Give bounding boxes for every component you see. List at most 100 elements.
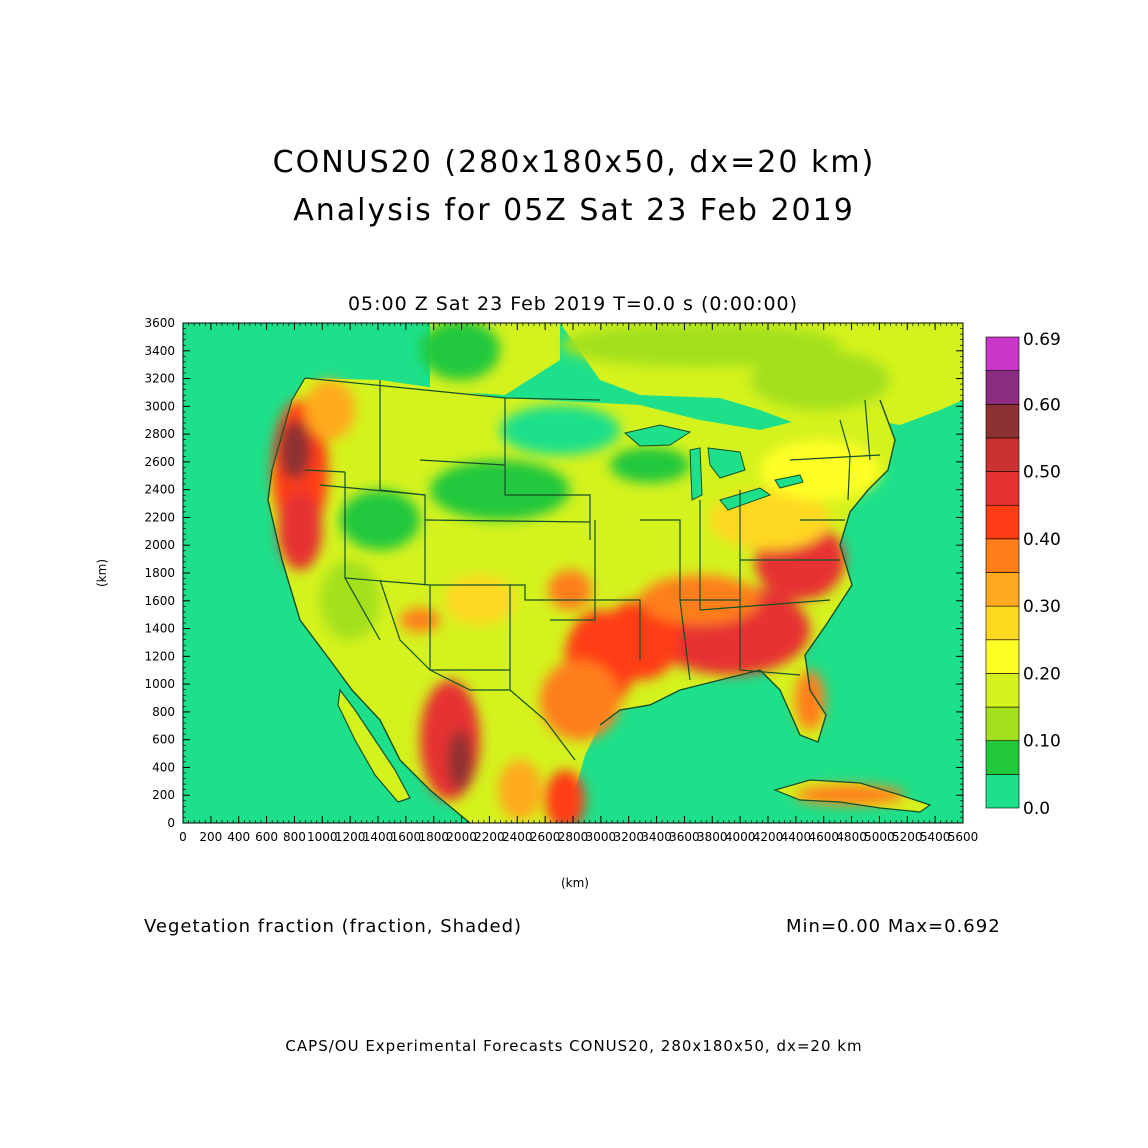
y-tick-label: 1600 [144,594,175,608]
x-tick-label: 1800 [418,830,449,844]
border-line [271,377,306,471]
y-tick-label: 3400 [144,344,175,358]
x-tick-label: 2600 [530,830,561,844]
y-tick-label: 1000 [144,677,175,691]
vegetation-contour [750,350,890,410]
x-tick-label: 1200 [335,830,366,844]
vegetation-contour [420,323,500,380]
vegetation-contour [548,570,592,610]
colorbar-swatch [985,639,1020,674]
y-tick-label: 400 [152,760,175,774]
border-line [379,579,431,671]
colorbar-swatch [985,706,1020,742]
colorbar-swatch [985,538,1020,573]
border-line [319,484,426,496]
border-line [864,399,871,461]
colorbar-label: 0.10 [1023,732,1061,752]
x-tick-label: 1000 [307,830,338,844]
plot-subtitle: 05:00 Z Sat 23 Feb 2019 T=0.0 s (0:00:00… [347,293,799,315]
great-lakes [623,424,804,511]
vegetation-contour [279,420,311,480]
vegetation-contour [545,770,585,823]
x-tick-label: 800 [283,830,306,844]
colorbar-swatch [985,504,1020,540]
min-max-caption: Min=0.00 Max=0.692 [786,916,1001,937]
x-tick-label: 400 [227,830,250,844]
border-line [640,519,740,601]
lake [623,424,692,447]
border-line [504,398,591,540]
colorbar-swatch [985,740,1020,775]
y-tick-label: 2600 [144,455,175,469]
x-tick-label: 4400 [781,830,812,844]
vegetation-contour [795,785,905,805]
field-caption: Vegetation fraction (fraction, Shaded) [144,916,523,937]
y-tick-label: 800 [152,705,175,719]
y-tick-label: 1200 [144,649,175,663]
vegetation-contour [305,380,355,440]
colorbar-label: 0.69 [1023,330,1061,350]
political-borders [271,377,881,761]
y-tick-label: 3200 [144,372,175,386]
border-line [699,599,831,611]
lake [689,447,703,501]
vegetation-contour [610,447,690,483]
border-line [344,472,595,601]
vegetation-contour [400,608,440,632]
lake [774,474,804,489]
y-tick-label: 1400 [144,622,175,636]
colorbar-swatch [985,403,1020,439]
y-axis-label: (km) [95,559,109,587]
chart-title-time: Analysis for 05Z Sat 23 Feb 2019 [293,193,855,228]
x-tick-label: 5000 [864,830,895,844]
colorbar-swatch [985,605,1020,641]
x-tick-label: 2800 [558,830,589,844]
x-tick-label: 4600 [808,830,839,844]
x-tick-label: 1400 [363,830,394,844]
x-tick-label: 0 [179,830,187,844]
coastline [267,399,896,823]
vegetation-contour [320,560,380,640]
border-line [679,599,691,681]
x-tick-label: 2200 [474,830,505,844]
x-tick-label: 4000 [725,830,756,844]
colorbar-swatch [985,437,1020,472]
colorbar-label: 0.50 [1023,463,1061,483]
border-line [419,459,506,466]
border-line [839,419,851,501]
colorbar-label: 0.40 [1023,530,1061,550]
border-line [424,519,591,523]
footer-credit: CAPS/OU Experimental Forecasts CONUS20, … [285,1037,863,1055]
y-tick-label: 3000 [144,399,175,413]
x-tick-label: 3400 [641,830,672,844]
x-tick-label: 4200 [753,830,784,844]
x-tick-label: 5600 [948,830,979,844]
colorbar-label: 0.30 [1023,597,1061,617]
colorbar-swatch [985,471,1020,506]
y-tick-label: 2800 [144,427,175,441]
lake [719,487,772,511]
vegetation-contour [448,730,472,790]
border-line [789,454,881,461]
vegetation-contour [795,670,825,730]
y-axis: 0 200 400 600 800 1000 1200 1400 1600 1800 2000 220… [144,316,963,830]
land-polygon [900,375,963,415]
x-axis-label: (km) [561,876,589,890]
border-line [550,520,596,621]
chart-title: CONUS20 (280x180x50, dx=20 km) [272,145,876,180]
vegetation-contour [760,440,880,500]
colorbar-label: 0.20 [1023,664,1061,684]
lake [707,447,746,479]
map-area [183,323,963,823]
colorbar-swatch [985,673,1020,708]
colorbar: 0.0 0.10 0.20 0.30 0.40 0.50 0.60 0.69 [985,330,1061,819]
vegetation-contour [340,490,420,550]
colorbar-swatch [985,370,1020,405]
y-tick-label: 3600 [144,316,175,330]
border-line [429,669,576,761]
border-line [739,600,801,676]
x-axis: 0 200 400 600 800 100012001400160018002000220… [179,323,978,844]
x-tick-label: 3800 [697,830,728,844]
y-tick-label: 2400 [144,483,175,497]
